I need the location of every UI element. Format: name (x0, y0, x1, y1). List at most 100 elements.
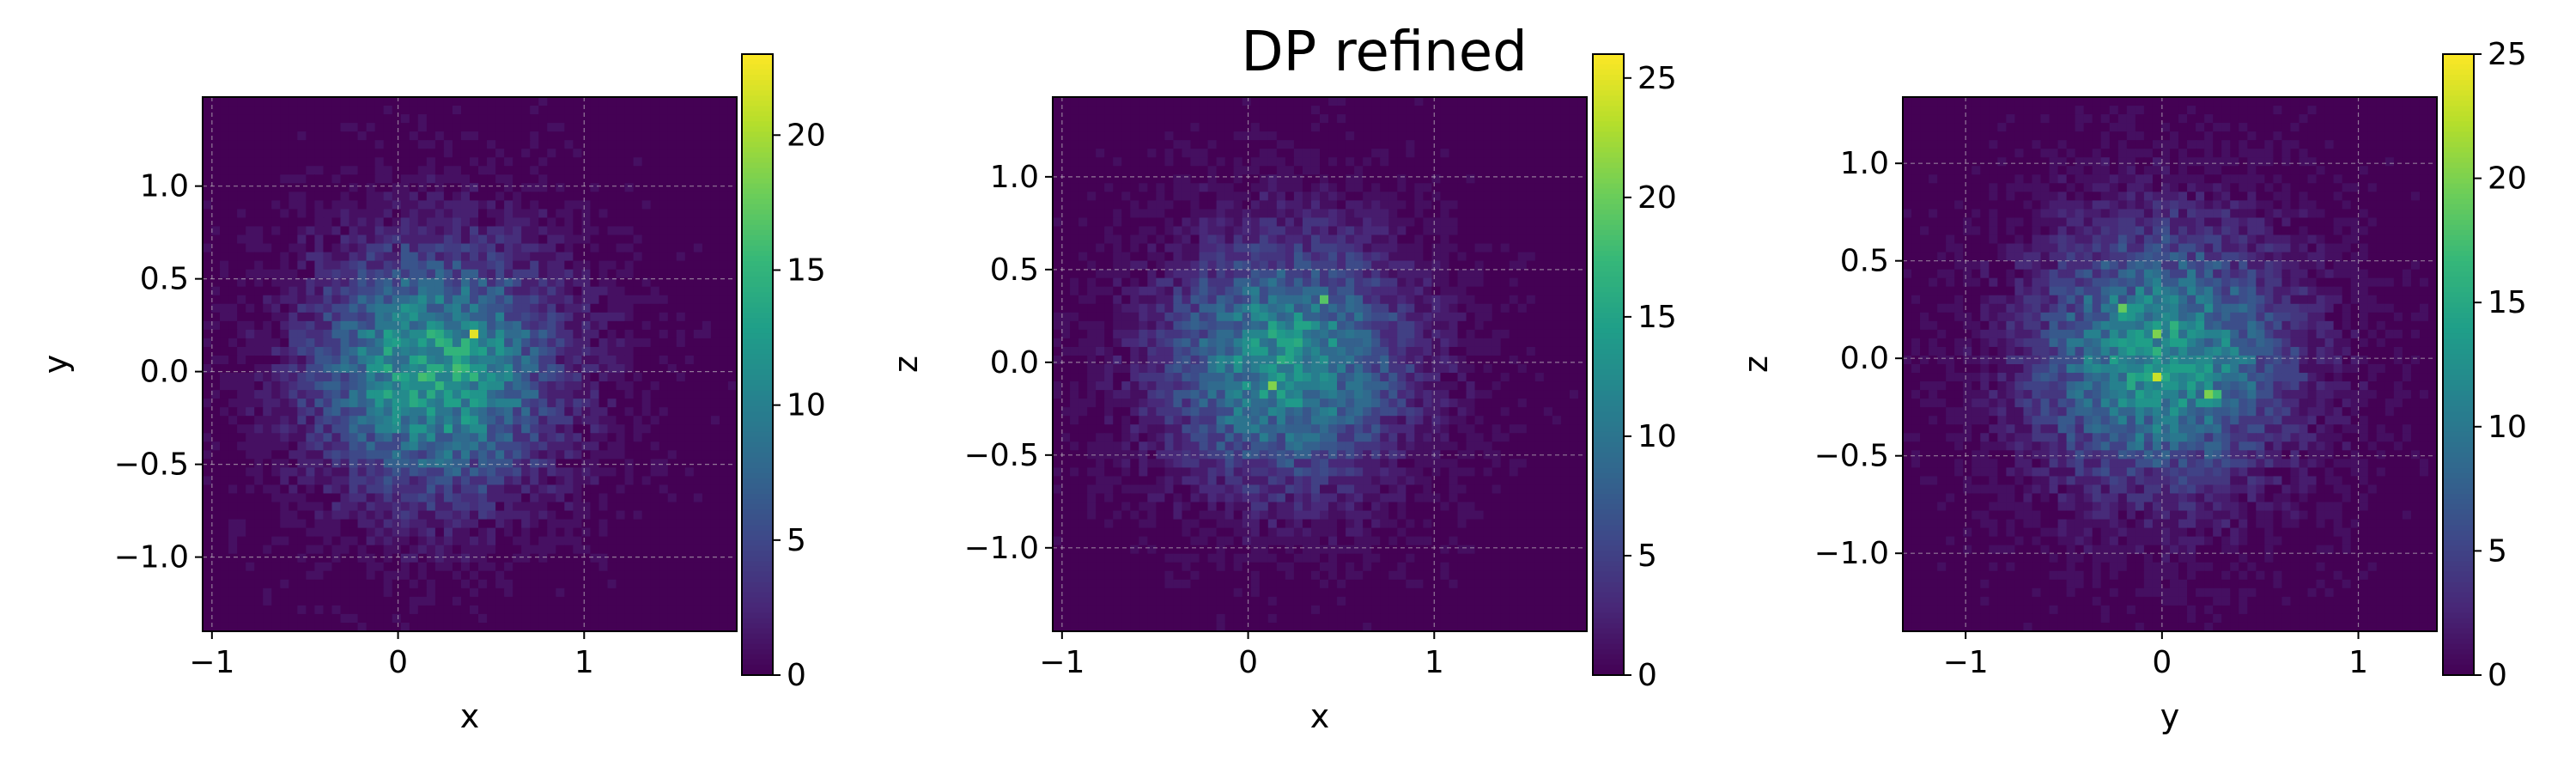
heatmap-cell (504, 320, 513, 331)
heatmap-cell (349, 416, 359, 425)
heatmap-cell (1474, 166, 1485, 175)
heatmap-cell (271, 277, 281, 288)
heatmap-cell (659, 346, 669, 356)
heatmap-cell (495, 484, 505, 495)
heatmap-cell (659, 183, 669, 192)
heatmap-cell (1509, 97, 1519, 107)
heatmap-cell (676, 312, 686, 322)
heatmap-cell (460, 157, 471, 167)
heatmap-cell (487, 286, 496, 296)
heatmap-cell (1087, 226, 1097, 236)
heatmap-cell (228, 476, 238, 486)
heatmap-cell (246, 252, 255, 262)
heatmap-cell (667, 553, 677, 563)
heatmap-cell (443, 269, 453, 279)
heatmap-cell (220, 140, 229, 149)
colorbar-segment (742, 612, 773, 619)
heatmap-cell (228, 252, 238, 262)
heatmap-cell (702, 527, 712, 538)
heatmap-cell (710, 381, 720, 391)
heatmap-cell (719, 277, 729, 288)
heatmap-cell (340, 277, 350, 288)
heatmap-cell (392, 320, 402, 331)
heatmap-cell (237, 390, 246, 399)
heatmap-cell (323, 260, 333, 271)
heatmap-cell (357, 587, 368, 598)
heatmap-cell (581, 562, 592, 572)
heatmap-cell (727, 579, 738, 589)
heatmap-cell (306, 545, 316, 555)
heatmap-cell (590, 553, 600, 563)
heatmap-cell (1328, 106, 1338, 115)
heatmap-cell (633, 459, 643, 468)
heatmap-cell (1104, 97, 1114, 107)
heatmap-cell (452, 364, 462, 374)
heatmap-cell (650, 114, 660, 124)
heatmap-cell (1104, 192, 1114, 201)
heatmap-cell (434, 613, 445, 624)
heatmap-cell (392, 493, 402, 503)
heatmap-cell (693, 157, 703, 167)
heatmap-cell (710, 346, 720, 356)
heatmap-cell (590, 174, 600, 184)
heatmap-cell (590, 502, 600, 512)
heatmap-cell (1552, 157, 1562, 167)
heatmap-cell (426, 527, 436, 538)
heatmap-cell (607, 536, 617, 546)
heatmap-cell (297, 476, 307, 486)
heatmap-cell (573, 140, 583, 149)
heatmap-cell (616, 174, 626, 184)
y-axis-label: y (37, 355, 75, 374)
heatmap-cell (624, 519, 635, 529)
heatmap-cell (1164, 226, 1175, 236)
heatmap-cell (693, 269, 703, 279)
heatmap-cell (331, 260, 342, 271)
heatmap-cell (659, 106, 669, 115)
heatmap-cell (392, 519, 402, 529)
heatmap-cell (400, 441, 410, 451)
heatmap-cell (1078, 123, 1088, 132)
heatmap-cell (443, 364, 453, 374)
heatmap-cell (434, 450, 445, 460)
heatmap-cell (684, 140, 695, 149)
heatmap-cell (556, 338, 565, 348)
heatmap-cell (641, 320, 652, 331)
heatmap-cell (564, 553, 574, 563)
heatmap-cell (323, 622, 333, 632)
heatmap-cell (426, 269, 436, 279)
heatmap-cell (271, 192, 281, 201)
heatmap-cell (676, 407, 686, 417)
heatmap-cell (1130, 166, 1139, 175)
heatmap-cell (702, 346, 712, 356)
heatmap-cell (650, 553, 660, 563)
heatmap-cell (443, 441, 453, 451)
heatmap-cell (392, 200, 402, 210)
heatmap-cell (659, 373, 669, 382)
heatmap-cell (684, 373, 695, 382)
heatmap-cell (719, 217, 729, 228)
heatmap-cell (1121, 123, 1131, 132)
heatmap-cell (1302, 226, 1312, 236)
heatmap-cell (220, 320, 229, 331)
heatmap-cell (667, 329, 677, 339)
heatmap-cell (1320, 149, 1329, 158)
heatmap-cell (710, 277, 720, 288)
heatmap-cell (607, 183, 617, 192)
heatmap-cell (556, 502, 565, 512)
heatmap-cell (470, 613, 479, 624)
heatmap-cell (521, 226, 531, 236)
heatmap-cell (633, 373, 643, 382)
heatmap-cell (203, 416, 212, 425)
heatmap-cell (710, 192, 720, 201)
heatmap-cell (383, 252, 393, 262)
heatmap-cell (616, 149, 626, 158)
heatmap-cell (1526, 192, 1536, 201)
heatmap-cell (452, 243, 462, 253)
colorbar-segment (742, 514, 773, 520)
heatmap-cell (357, 123, 368, 132)
heatmap-cell (1457, 131, 1467, 141)
heatmap-cell (676, 433, 686, 442)
heatmap-cell (719, 226, 729, 236)
heatmap-cell (487, 476, 496, 486)
heatmap-cell (400, 467, 410, 478)
